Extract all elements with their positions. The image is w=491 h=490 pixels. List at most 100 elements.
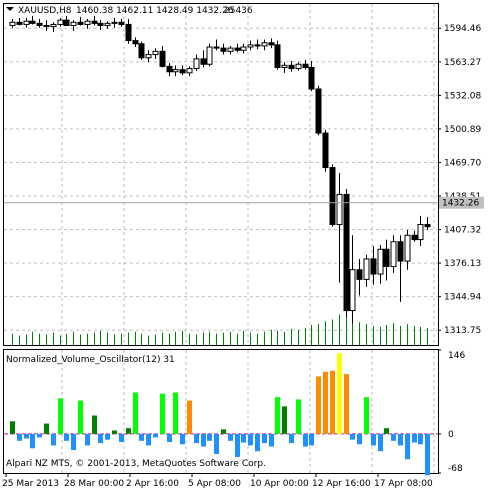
candle-body [172,69,179,73]
candle-body [240,46,247,51]
oscillator-bar [344,374,349,434]
candle-body [343,193,350,312]
candle-body [417,224,424,241]
candle-body [159,50,166,67]
candle-body [132,40,139,45]
candle-body [247,44,254,48]
time-axis: 25 Mar 2013 28 Mar 00:00 2 Apr 16:00 5 Apr … [2,473,433,489]
indicator-title: Normalized_Volume_Oscillator(12) 31 [6,355,175,365]
candle-body [186,68,193,74]
indicator-tick-label: 146 [448,351,465,361]
candle-body [302,63,309,68]
oscillator-bar [133,392,138,434]
oscillator-bar [98,433,103,444]
candle-body [97,22,104,27]
oscillator-bar [17,433,22,441]
oscillator-bar [235,433,240,457]
oscillator-bar [269,433,274,447]
price-tick-label: 1532.08 [444,91,481,101]
dropdown-triangle-icon[interactable] [6,7,14,11]
candle-body [356,269,363,280]
oscillator-bar [275,397,280,434]
oscillator-bar [323,371,328,434]
current-price-label: 1432.26 [442,199,479,209]
candle-body [111,21,118,24]
candle-body [227,47,234,52]
oscillator-bar [337,353,342,434]
oscillator-bar [221,429,226,434]
oscillator-bar [371,433,376,446]
candle-body [36,22,43,27]
candle-body [84,20,91,25]
candle-body [274,44,281,68]
candle-body [336,193,343,226]
indicator-tick-label: -68 [448,464,463,474]
oscillator-bar [71,433,76,451]
oscillator-bar [248,433,253,446]
candle-body [77,21,84,25]
time-tick-label: 28 Mar 00:00 [64,479,124,489]
header-symbol: XAUUSD,H8 [18,6,72,16]
candle-body [234,47,241,51]
oscillator-bar [10,421,15,434]
oscillator-bar [51,433,56,446]
oscillator-bar [37,433,42,438]
candle-body [23,20,30,25]
price-tick-label: 1563.27 [444,58,481,68]
oscillator-bar [425,433,430,476]
oscillator-bar [289,433,294,444]
oscillator-bar [303,433,308,447]
price-candles[interactable] [4,15,438,324]
oscillator-bar [167,433,172,442]
candle-body [118,21,125,25]
candle-body [9,21,16,27]
candle-body [411,234,418,241]
candle-body [57,19,64,25]
oscillator-bar [296,399,301,434]
price-tick-label: 1594.46 [444,24,481,34]
oscillator-bar [112,430,117,434]
candle-body [70,21,77,27]
price-tick-label: 1407.32 [444,226,481,236]
oscillator-bar [391,433,396,441]
oscillator-bar [255,433,260,452]
oscillator-bar [24,433,29,439]
candle-body [383,248,390,267]
candle-body [179,69,186,74]
oscillator-bar [412,433,417,443]
oscillator-bar [201,433,206,447]
oscillator-bar [126,428,131,434]
oscillator-bar [30,433,35,449]
header-ohlc: 1460.38 1462.11 1428.49 1432.26 [76,6,234,16]
candle-body [213,46,220,49]
oscillator-bar [357,433,362,445]
oscillator-bar [241,433,246,443]
oscillator-bar [262,433,267,444]
candle-body [63,19,70,27]
oscillator-bar [316,376,321,434]
candle-body [349,269,356,312]
candle-body [91,20,98,24]
oscillator-bar [405,433,410,460]
candle-body [261,42,268,47]
oscillator-bar [58,398,63,434]
time-tick-label: 17 Apr 08:00 [374,479,433,489]
candle-body [404,234,411,262]
oscillator-bar [92,415,97,434]
oscillator-bar [384,428,389,434]
oscillator-bar [228,433,233,441]
candle-body [370,258,377,275]
oscillator-bar [282,406,287,434]
oscillator-bar [364,397,369,434]
oscillator-bar [64,433,69,441]
oscillator-bar [78,400,83,434]
candle-body [377,248,384,275]
price-tick-label: 1469.70 [444,158,481,168]
main-grid [4,4,438,345]
oscillator-bars [10,353,430,476]
oscillator-bar [309,433,314,446]
candle-body [145,54,152,59]
price-tick-label: 1344.94 [444,293,481,303]
candle-body [200,58,207,65]
